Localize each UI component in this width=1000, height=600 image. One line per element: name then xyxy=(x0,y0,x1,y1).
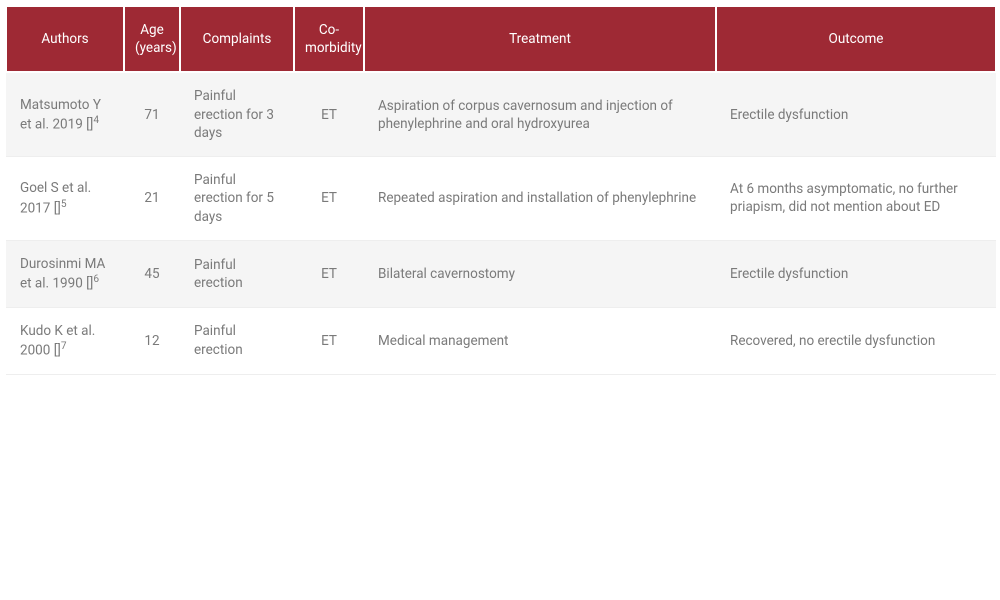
table-row: Matsumoto Y et al. 2019 []4 71 Painful e… xyxy=(6,72,996,156)
cell-outcome: Recovered, no erectile dysfunction xyxy=(716,307,996,374)
cell-comorb: ET xyxy=(294,307,364,374)
cell-complaints: Painful erection for 3 days xyxy=(180,72,294,156)
cell-complaints: Painful erection for 5 days xyxy=(180,157,294,241)
table-header-row: Authors Age (years) Complaints Co-morbid… xyxy=(6,6,996,72)
ref-sup: 6 xyxy=(93,274,99,285)
cell-outcome: Erectile dysfunction xyxy=(716,240,996,307)
cell-comorb: ET xyxy=(294,72,364,156)
cell-age: 21 xyxy=(124,157,180,241)
cell-comorb: ET xyxy=(294,240,364,307)
cell-age: 71 xyxy=(124,72,180,156)
col-header-age: Age (years) xyxy=(124,6,180,72)
cell-age: 45 xyxy=(124,240,180,307)
col-header-comorbidity: Co-morbidity xyxy=(294,6,364,72)
cell-outcome: Erectile dysfunction xyxy=(716,72,996,156)
case-table: Authors Age (years) Complaints Co-morbid… xyxy=(5,5,997,375)
ref-sup: 4 xyxy=(93,115,99,126)
cell-treatment: Aspiration of corpus cavernosum and inje… xyxy=(364,72,716,156)
cell-complaints: Painful erection xyxy=(180,240,294,307)
author-text: Matsumoto Y et al. 2019 [] xyxy=(20,97,101,133)
cell-outcome: At 6 months asymptomatic, no further pri… xyxy=(716,157,996,241)
table-row: Durosinmi MA et al. 1990 []6 45 Painful … xyxy=(6,240,996,307)
author-text: Kudo K et al. 2000 [] xyxy=(20,323,95,359)
col-header-authors: Authors xyxy=(6,6,124,72)
table-row: Goel S et al. 2017 []5 21 Painful erecti… xyxy=(6,157,996,241)
author-text: Goel S et al. 2017 [] xyxy=(20,180,91,216)
col-header-outcome: Outcome xyxy=(716,6,996,72)
col-header-treatment: Treatment xyxy=(364,6,716,72)
cell-treatment: Bilateral cavernostomy xyxy=(364,240,716,307)
cell-treatment: Repeated aspiration and installation of … xyxy=(364,157,716,241)
cell-age: 12 xyxy=(124,307,180,374)
ref-sup: 5 xyxy=(61,199,67,210)
cell-authors: Kudo K et al. 2000 []7 xyxy=(6,307,124,374)
cell-authors: Durosinmi MA et al. 1990 []6 xyxy=(6,240,124,307)
table-body: Matsumoto Y et al. 2019 []4 71 Painful e… xyxy=(6,72,996,374)
cell-treatment: Medical management xyxy=(364,307,716,374)
col-header-complaints: Complaints xyxy=(180,6,294,72)
ref-sup: 7 xyxy=(61,341,67,352)
cell-authors: Goel S et al. 2017 []5 xyxy=(6,157,124,241)
cell-comorb: ET xyxy=(294,157,364,241)
table-row: Kudo K et al. 2000 []7 12 Painful erecti… xyxy=(6,307,996,374)
cell-complaints: Painful erection xyxy=(180,307,294,374)
cell-authors: Matsumoto Y et al. 2019 []4 xyxy=(6,72,124,156)
